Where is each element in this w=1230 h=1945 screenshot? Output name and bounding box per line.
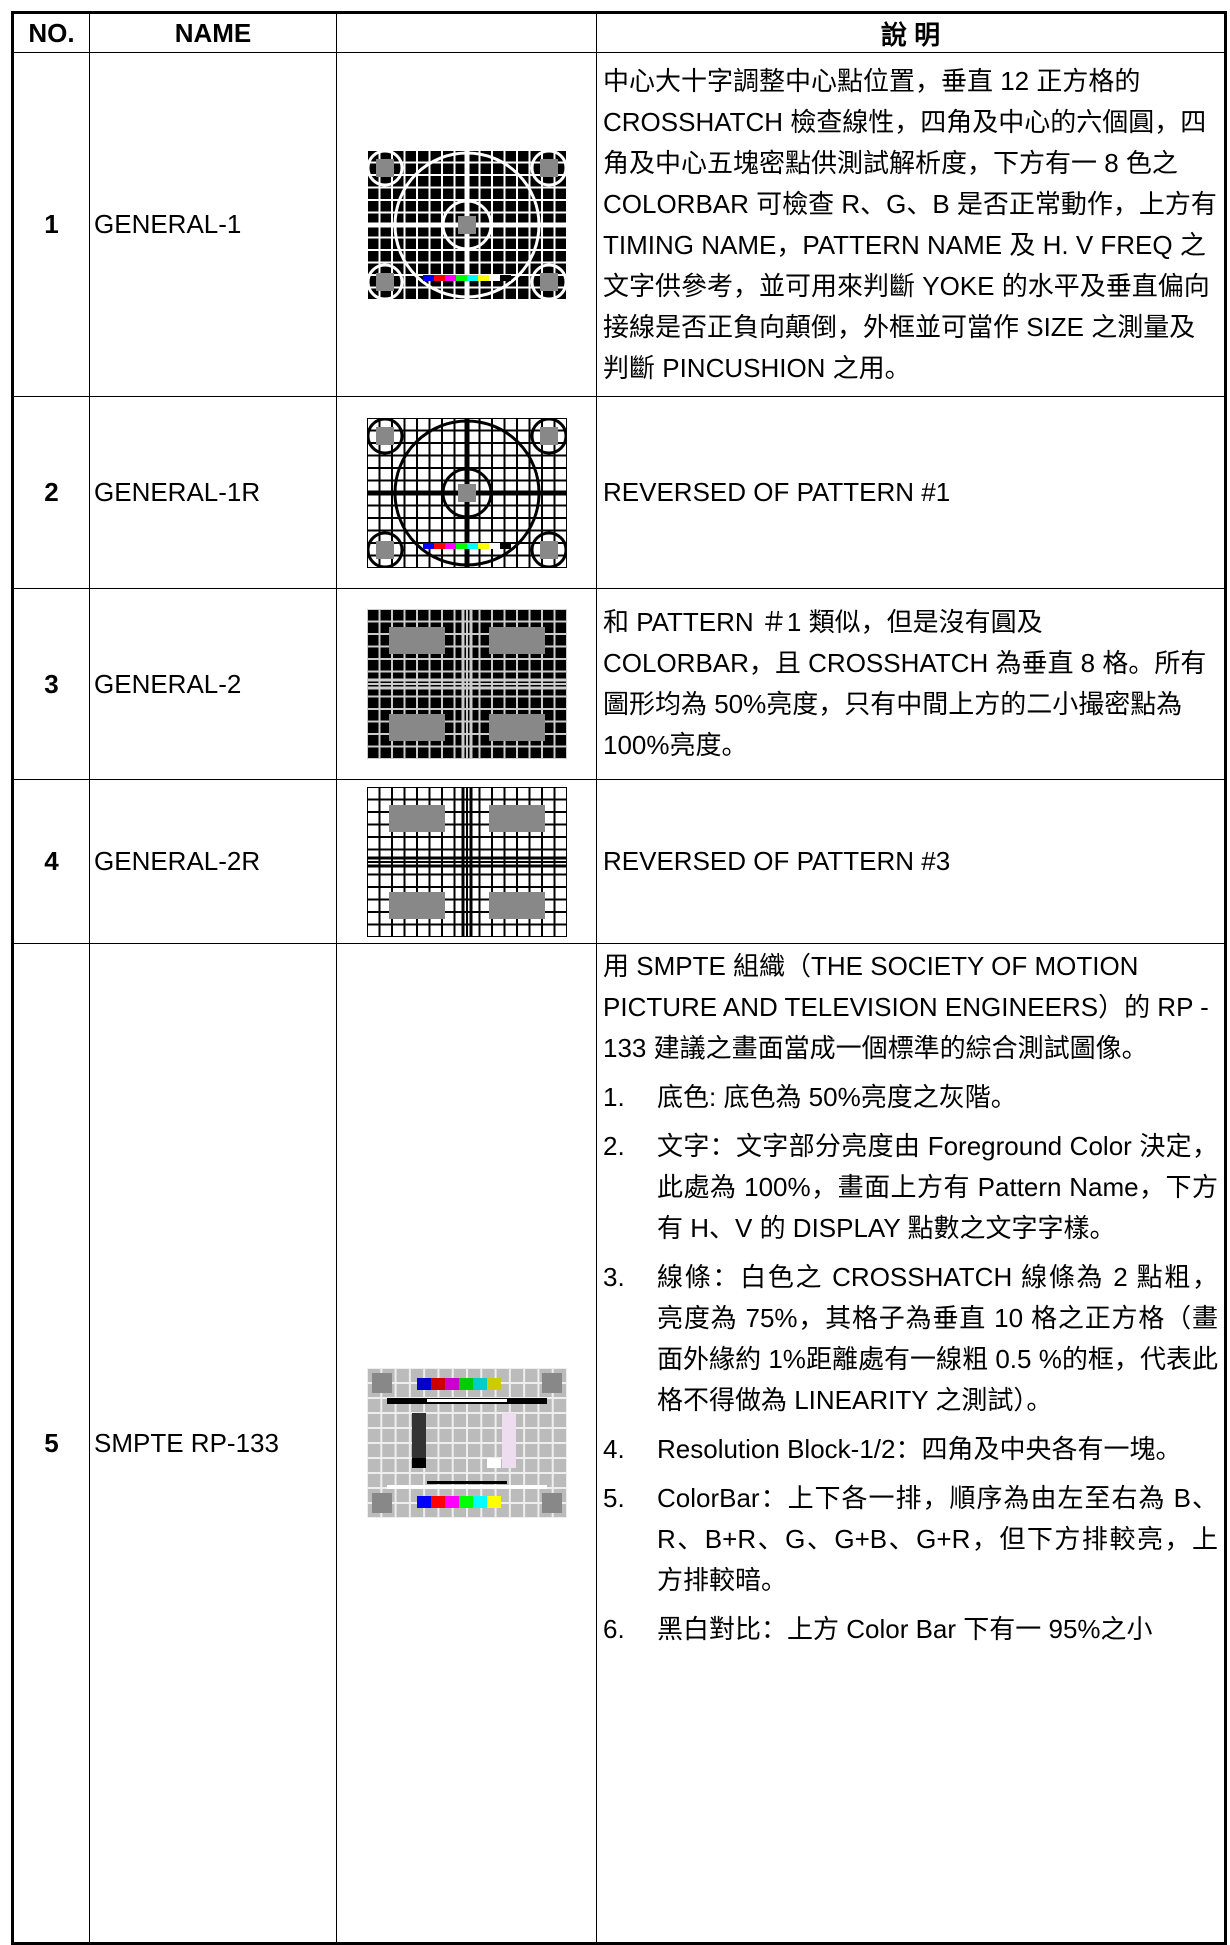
list-number: 6.	[603, 1614, 625, 1644]
description: 和 PATTERN ＃1 類似，但是沒有圓及 COLORBAR，且 CROSSH…	[596, 588, 1226, 780]
pattern-thumbnail	[365, 416, 568, 569]
pattern-image-cell	[336, 779, 597, 944]
list-text: 線條：白色之 CROSSHATCH 線條為 2 點粗，亮度為 75%，其格子為垂…	[657, 1262, 1218, 1415]
pattern-image-cell	[336, 52, 597, 397]
description-paragraph: 和 PATTERN ＃1 類似，但是沒有圓及 COLORBAR，且 CROSSH…	[603, 607, 1207, 760]
description: 用 SMPTE 組織（THE SOCIETY OF MOTION PICTURE…	[596, 943, 1226, 1944]
header-description: 說 明	[596, 12, 1226, 53]
pattern-name: SMPTE RP-133	[89, 943, 337, 1944]
list-number: 5.	[603, 1483, 625, 1513]
list-item: 2. 文字：文字部分亮度由 Foreground Color 決定，此處為 100…	[603, 1126, 1218, 1249]
pattern-thumbnail	[365, 148, 568, 301]
pattern-thumbnail	[365, 1367, 568, 1519]
description-paragraph: REVERSED OF PATTERN #3	[603, 846, 951, 876]
row-number: 5	[12, 943, 90, 1944]
list-text: 文字：文字部分亮度由 Foreground Color 決定，此處為 100%，…	[657, 1131, 1218, 1243]
table-row: 5 SMPTE RP-133 用 SMPTE 組織（THE SOCIETY OF …	[12, 943, 1226, 1944]
row-number: 3	[12, 588, 90, 780]
header-image	[336, 12, 597, 53]
header-no: NO.	[12, 12, 90, 53]
row-number: 4	[12, 779, 90, 944]
table-row: 2 GENERAL-1R REVERSED OF PATTERN #1	[12, 396, 1226, 589]
list-text: 底色: 底色為 50%亮度之灰階。	[657, 1082, 1017, 1112]
pattern-thumbnail	[365, 608, 568, 760]
list-text: ColorBar：上下各一排，順序為由左至右為 B、R、B+R、G、G+B、G+…	[657, 1483, 1218, 1595]
description-paragraph: REVERSED OF PATTERN #1	[603, 477, 951, 507]
description: REVERSED OF PATTERN #3	[596, 779, 1226, 944]
description-paragraph: 中心大十字調整中心點位置，垂直 12 正方格的 CROSSHATCH 檢查線性，…	[603, 65, 1217, 383]
pattern-image-cell	[336, 588, 597, 780]
description: REVERSED OF PATTERN #1	[596, 396, 1226, 589]
pattern-name: GENERAL-2	[89, 588, 337, 780]
list-number: 2.	[603, 1131, 625, 1161]
list-number: 1.	[603, 1082, 625, 1112]
pattern-table: NO. NAME 說 明 1 GENERAL-1 中心大十字調整中心點位置，垂直 …	[11, 11, 1227, 1945]
table-row: 3 GENERAL-2 和 PATTERN ＃1 類似，但是沒有圓及 COLORB…	[12, 588, 1226, 780]
description: 中心大十字調整中心點位置，垂直 12 正方格的 CROSSHATCH 檢查線性，…	[596, 52, 1226, 397]
pattern-name: GENERAL-2R	[89, 779, 337, 944]
list-text: Resolution Block-1/2：四角及中央各有一塊。	[657, 1434, 1182, 1464]
list-item: 3. 線條：白色之 CROSSHATCH 線條為 2 點粗，亮度為 75%，其格子…	[603, 1257, 1218, 1421]
list-number: 3.	[603, 1262, 625, 1292]
list-number: 4.	[603, 1434, 625, 1464]
header-name: NAME	[89, 12, 337, 53]
list-text: 黑白對比：上方 Color Bar 下有一 95%之小	[657, 1614, 1153, 1644]
list-item: 6. 黑白對比：上方 Color Bar 下有一 95%之小	[603, 1609, 1218, 1650]
pattern-name: GENERAL-1R	[89, 396, 337, 589]
row-number: 1	[12, 52, 90, 397]
page: NO. NAME 說 明 1 GENERAL-1 中心大十字調整中心點位置，垂直 …	[11, 11, 1227, 1945]
list-item: 1. 底色: 底色為 50%亮度之灰階。	[603, 1077, 1218, 1118]
list-item: 4. Resolution Block-1/2：四角及中央各有一塊。	[603, 1429, 1218, 1470]
pattern-image-cell	[336, 396, 597, 589]
table-row: 1 GENERAL-1 中心大十字調整中心點位置，垂直 12 正方格的 CROSS…	[12, 52, 1226, 397]
pattern-thumbnail	[365, 785, 568, 938]
pattern-name: GENERAL-1	[89, 52, 337, 397]
table-row: 4 GENERAL-2R REVERSED OF PATTERN #3	[12, 779, 1226, 944]
row-number: 2	[12, 396, 90, 589]
description-paragraph: 用 SMPTE 組織（THE SOCIETY OF MOTION PICTURE…	[603, 951, 1209, 1063]
pattern-image-cell	[336, 943, 597, 1944]
list-item: 5. ColorBar：上下各一排，順序為由左至右為 B、R、B+R、G、G+B、…	[603, 1478, 1218, 1601]
